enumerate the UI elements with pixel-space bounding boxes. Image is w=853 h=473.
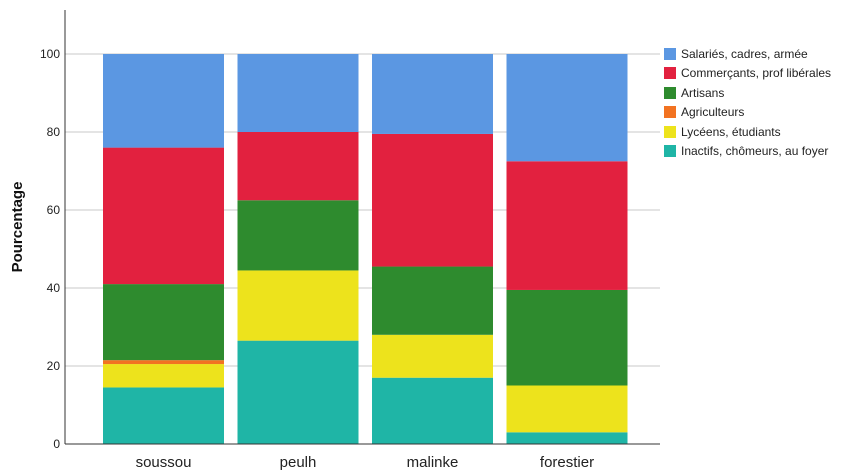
y-tick-labels: 0 20 40 60 80 100 <box>40 47 60 451</box>
y-tick-label: 100 <box>40 47 60 61</box>
x-tick-label-soussou: soussou <box>136 454 192 471</box>
y-tick-label: 20 <box>47 359 61 373</box>
bar-segment-soussou <box>103 364 224 388</box>
bar-segment-soussou <box>103 284 224 361</box>
y-tick-label: 60 <box>47 203 61 217</box>
bar-segment-forestier <box>506 54 628 162</box>
bars-group <box>103 54 628 444</box>
legend-item: Inactifs, chômeurs, au foyer <box>664 142 831 162</box>
legend: Salariés, cadres, armée Commerçants, prof… <box>664 44 831 161</box>
legend-item: Salariés, cadres, armée <box>664 44 831 64</box>
y-tick-label: 80 <box>47 125 61 139</box>
bar-segment-forestier <box>506 289 628 386</box>
bar-segment-malinke <box>372 266 493 335</box>
legend-item: Lycéens, étudiants <box>664 122 831 142</box>
legend-item: Agriculteurs <box>664 103 831 123</box>
bar-segment-malinke <box>372 133 493 267</box>
bar-segment-peulh <box>237 340 359 444</box>
bar-segment-soussou <box>103 387 224 444</box>
x-tick-labels: soussou peulh malinke forestier <box>136 454 595 471</box>
legend-swatch <box>664 86 676 99</box>
legend-label: Salariés, cadres, armée <box>681 46 808 61</box>
y-tick-label: 40 <box>47 281 61 295</box>
bar-segment-soussou <box>103 54 224 148</box>
x-tick-label-malinke: malinke <box>407 454 459 471</box>
bar-segment-peulh <box>237 270 359 341</box>
x-tick-label-forestier: forestier <box>540 454 594 471</box>
bar-segment-malinke <box>372 377 493 444</box>
legend-swatch <box>664 47 676 60</box>
legend-label: Commerçants, prof libérales <box>681 66 832 81</box>
x-tick-label-peulh: peulh <box>280 454 317 471</box>
bar-segment-soussou <box>103 147 224 285</box>
bar-segment-peulh <box>237 200 359 271</box>
bar-segment-malinke <box>372 334 493 378</box>
legend-label: Inactifs, chômeurs, au foyer <box>681 144 829 159</box>
legend-label: Lycéens, étudiants <box>681 124 781 139</box>
legend-swatch <box>664 106 676 119</box>
legend-label: Artisans <box>681 85 725 100</box>
bar-segment-soussou <box>103 360 224 365</box>
y-axis-label: Pourcentage <box>9 182 26 273</box>
bar-segment-peulh <box>237 54 359 132</box>
bar-segment-forestier <box>506 432 628 444</box>
legend-swatch <box>664 67 676 80</box>
legend-item: Artisans <box>664 83 831 103</box>
legend-label: Agriculteurs <box>681 105 745 120</box>
bar-segment-peulh <box>237 132 359 201</box>
legend-swatch <box>664 145 676 158</box>
legend-swatch <box>664 125 676 138</box>
bar-segment-forestier <box>506 385 628 433</box>
y-tick-label: 0 <box>53 437 60 451</box>
legend-item: Commerçants, prof libérales <box>664 64 831 84</box>
bar-segment-forestier <box>506 161 628 290</box>
bar-segment-malinke <box>372 54 493 134</box>
